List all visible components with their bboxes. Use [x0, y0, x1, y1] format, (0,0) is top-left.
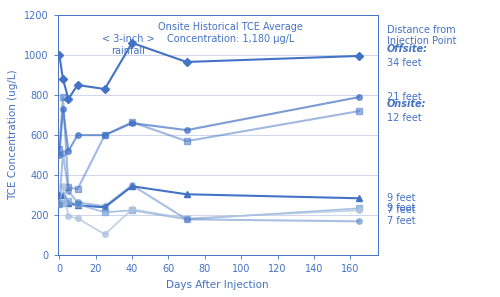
- Text: 9 feet: 9 feet: [387, 193, 416, 203]
- Text: Onsite Historical TCE Average
Concentration: 1,180 μg/L: Onsite Historical TCE Average Concentrat…: [158, 22, 302, 44]
- Text: < 3-inch >
rainfall: < 3-inch > rainfall: [102, 34, 154, 56]
- Text: Offsite:: Offsite:: [387, 44, 428, 54]
- Text: Onsite:: Onsite:: [387, 99, 426, 109]
- Text: 34 feet: 34 feet: [387, 58, 422, 68]
- Y-axis label: TCE Concentration (ug/L): TCE Concentration (ug/L): [8, 70, 18, 200]
- Text: Distance from
Injection Point: Distance from Injection Point: [387, 25, 456, 46]
- X-axis label: Days After Injection: Days After Injection: [166, 280, 269, 290]
- Text: 7 feet: 7 feet: [387, 216, 416, 226]
- Text: 12 feet: 12 feet: [387, 113, 422, 123]
- Text: 7 feet: 7 feet: [387, 205, 416, 215]
- Text: 9 feet: 9 feet: [387, 203, 416, 213]
- Text: 21 feet: 21 feet: [387, 92, 422, 102]
